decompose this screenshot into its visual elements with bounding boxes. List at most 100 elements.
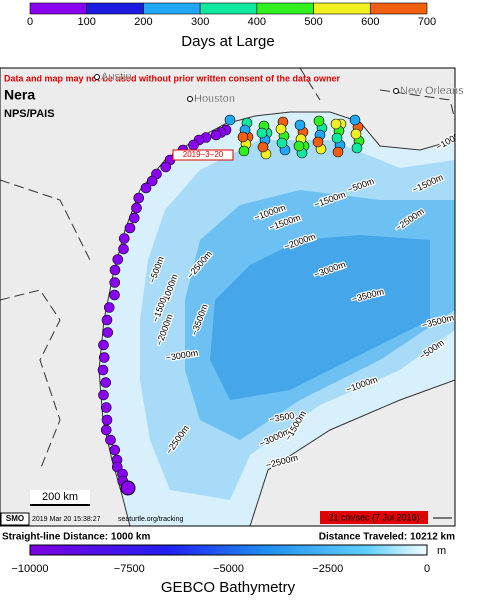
- track-point: [101, 314, 113, 326]
- track-point: [109, 264, 121, 276]
- colorbar-tick: 500: [304, 16, 322, 28]
- bathy-tick: −7500: [114, 563, 145, 575]
- map: −1000−1500m−500m−1500m−1000m−1500m−2000m…: [0, 68, 455, 526]
- timestamp: 2019 Mar 20 15:38:27: [32, 516, 101, 523]
- bathy-tick: 0: [424, 563, 430, 575]
- track-point: [118, 233, 130, 244]
- track-point: [210, 129, 222, 141]
- color-segment: [369, 2, 428, 15]
- bathy-label: GEBCO Bathymetry: [161, 579, 296, 596]
- colorbar-label: Days at Large: [181, 33, 274, 50]
- cities: Austin Houston New Orleans: [94, 71, 464, 105]
- track-point: [97, 364, 109, 376]
- track-point: [103, 302, 115, 313]
- traveled-distance: Distance Traveled: 10212 km: [319, 532, 455, 543]
- map-frame: [0, 67, 456, 527]
- bathy-colorbar: [29, 544, 428, 556]
- logo-box: [0, 512, 30, 526]
- logo: SMO: [6, 514, 24, 523]
- track-point: [224, 114, 236, 126]
- track-point: [112, 254, 124, 265]
- track-point: [100, 377, 112, 388]
- release-label: 2019−3−20: [183, 150, 224, 159]
- animal-name: Nera: [4, 87, 35, 103]
- track-point: [102, 327, 114, 338]
- bathy-tick: −2500: [312, 563, 343, 575]
- release-box: [172, 149, 234, 161]
- track-point: [293, 140, 305, 152]
- track-point: [349, 114, 361, 126]
- city-label: Austin: [101, 71, 132, 83]
- track-point: [276, 137, 288, 149]
- city-dot: [393, 88, 399, 94]
- track-point: [133, 192, 145, 204]
- color-segment: [256, 2, 314, 15]
- track-point: [98, 389, 109, 401]
- track-point: [330, 118, 342, 130]
- track-point: [98, 339, 109, 351]
- track-point: [98, 352, 110, 363]
- track-point: [257, 141, 269, 153]
- straight-distance: Straight-line Distance: 1000 km: [2, 532, 150, 543]
- color-segment: [143, 2, 201, 15]
- track-point: [101, 414, 113, 426]
- owner: NPS/PAIS: [4, 108, 55, 120]
- track-point: [256, 127, 268, 139]
- city-label: New Orleans: [400, 85, 464, 97]
- colorbar-tick: 400: [248, 16, 266, 28]
- track-point: [120, 480, 136, 496]
- track-point: [109, 444, 121, 456]
- color-segment: [313, 2, 371, 15]
- track-point: [146, 175, 158, 187]
- colorbar-tick: 300: [191, 16, 209, 28]
- colorbar-tick: 700: [418, 16, 436, 28]
- track-point: [188, 139, 199, 151]
- abyss: [210, 235, 430, 400]
- track-point: [332, 146, 344, 158]
- bathy-tick: −10000: [11, 563, 48, 575]
- track-point: [160, 161, 172, 173]
- track-point: [351, 142, 363, 154]
- bathy-ticks: −10000 −7500 −5000 −2500 0: [11, 563, 430, 575]
- current-label: 21 cm/sec (7 Jul 2016): [328, 512, 419, 522]
- track-point: [294, 119, 306, 131]
- track-point: [238, 145, 250, 157]
- days-colorbar: 0 100 200 300 400 500 600 700: [27, 2, 436, 28]
- colorbar-tick: 200: [134, 16, 152, 28]
- current-box: [320, 511, 428, 524]
- city-label: Houston: [194, 93, 235, 105]
- track-point: [128, 212, 140, 224]
- color-segment: [86, 2, 144, 15]
- city-dot: [94, 74, 100, 80]
- track-point: [140, 182, 152, 194]
- track-point: [124, 222, 136, 234]
- track-point: [100, 424, 112, 436]
- track-point: [118, 243, 129, 255]
- track-point: [313, 115, 325, 127]
- track-point: [237, 131, 249, 143]
- site: seaturtle.org/tracking: [118, 516, 183, 523]
- track: [97, 114, 365, 496]
- track-point: [105, 434, 116, 446]
- track-point: [350, 128, 362, 140]
- city-dot: [187, 96, 193, 102]
- bathy-unit: m: [437, 545, 446, 557]
- track-point: [312, 136, 324, 148]
- track-point: [100, 402, 112, 413]
- color-segment: [29, 2, 88, 15]
- colorbar-tick: 600: [361, 16, 379, 28]
- bathy-tick: −5000: [213, 563, 244, 575]
- borders: [0, 68, 455, 471]
- track-point: [109, 289, 120, 301]
- colorbar-tick: 100: [78, 16, 96, 28]
- track-point: [131, 202, 142, 214]
- track-point: [109, 277, 121, 288]
- scale-bg: [30, 490, 90, 504]
- notice: Data and map may not be used without pri…: [4, 73, 341, 83]
- scale-label: 200 km: [42, 491, 78, 503]
- track-point: [331, 132, 343, 144]
- color-segment: [199, 2, 258, 15]
- track-point: [275, 123, 287, 135]
- colorbar-tick: 0: [27, 16, 33, 28]
